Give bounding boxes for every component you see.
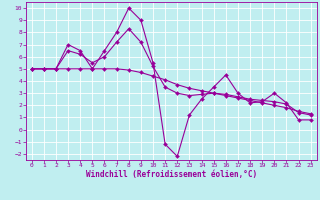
X-axis label: Windchill (Refroidissement éolien,°C): Windchill (Refroidissement éolien,°C) <box>86 170 257 179</box>
